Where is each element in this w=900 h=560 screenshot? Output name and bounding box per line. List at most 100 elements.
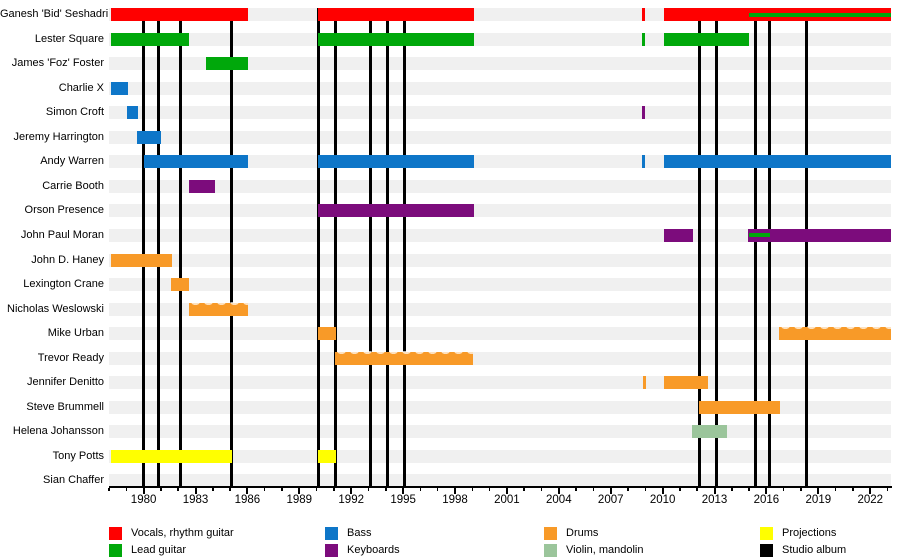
x-axis-minor-tick [160,488,162,491]
member-label: Tony Potts [52,449,104,462]
row-band [109,32,891,46]
x-axis-minor-tick [177,488,179,491]
legend-swatch-bass [325,527,338,540]
member-label: Sian Chaffer [43,474,104,487]
x-axis-minor-tick [333,488,335,491]
timeline-bar-vocals-rhythm-guitar [317,8,475,21]
x-axis-minor-tick [488,488,491,491]
member-label: Simon Croft [45,106,104,119]
timeline-bar-lead-guitar [205,57,249,71]
x-axis-minor-tick [852,488,854,491]
member-label: Ganesh 'Bid' Seshadri [0,8,109,20]
legend-label: Studio album [782,544,847,556]
studio-album-line [178,8,182,486]
timeline-bar-vocals-rhythm-guitar [642,8,646,21]
timeline-bar-bass [143,155,249,169]
member-label: Carrie Booth [42,179,104,192]
member-label: Lexington Crane [23,278,104,291]
studio-album-line [142,8,146,486]
member-label: Andy Warren [40,155,104,168]
legend-label: Vocals, rhythm guitar [131,527,234,539]
x-axis-tick-label: 1989 [286,494,313,506]
row-band [109,253,891,267]
timeline-bar-lead-guitar [664,32,750,46]
studio-album-line [804,8,808,486]
x-axis-tick-label: 2013 [701,494,728,506]
row-band [109,400,891,414]
x-axis-major-tick [505,488,508,494]
member-label: Jennifer Denitto [26,376,104,389]
x-axis-major-tick [454,488,457,494]
row-band [109,130,891,144]
timeline-bar-drums [335,350,474,365]
x-axis-minor-tick [263,488,266,491]
x-axis-minor-tick [886,488,889,491]
row-band [109,376,891,390]
x-axis-minor-tick [575,488,577,491]
x-axis-minor-tick [748,488,750,491]
timeline-bar-vocals-rhythm-guitar [110,8,249,21]
studio-album-line [698,8,702,486]
studio-album-line [386,8,390,486]
member-label: Orson Presence [24,204,104,217]
legend-label: Keyboards [347,544,400,556]
x-axis-minor-tick [212,488,214,491]
legend-label: Bass [347,527,372,539]
member-label: Steve Brummell [26,400,104,413]
timeline-bar-drums [317,327,336,341]
member-label: Lester Square [34,32,104,45]
x-axis-tick-label: 1980 [130,494,157,506]
x-axis-minor-tick [696,488,698,491]
studio-album-line [334,8,338,486]
timeline-bar-drums [188,301,249,316]
legend-swatch-studio-album [760,544,773,557]
timeline-bar-bass [136,130,162,144]
timeline-bar-drums [778,326,892,341]
x-axis-tick-label: 1983 [182,494,209,506]
row-band [109,179,891,193]
x-axis-tick-label: 1992 [338,494,364,506]
x-axis-tick-label: 2016 [753,494,780,506]
x-axis-major-tick [609,488,612,494]
x-axis-tick-label: 2001 [494,494,520,506]
timeline-bar-drums [171,278,190,292]
row-band [109,278,891,292]
x-axis-minor-tick [108,488,110,491]
x-axis-major-tick [713,488,716,494]
timeline-bar-lead-guitar [317,32,475,46]
timeline-bar-keyboards [317,204,475,218]
x-axis-minor-tick [540,488,543,491]
legend-swatch-keyboards [325,544,338,557]
row-band [109,425,891,439]
row-band [109,81,891,95]
legend-label: Drums [566,527,599,539]
legend-label: Lead guitar [131,544,187,556]
timeline-bar-drums [698,400,781,414]
row-band [109,327,891,341]
member-label: Mike Urban [47,327,104,340]
x-axis-major-tick [142,488,145,494]
studio-album-line [230,8,234,486]
legend-swatch-violin-mandolin [544,544,557,557]
timeline-bar-bass [127,106,139,120]
timeline-bar-keyboards [188,179,215,193]
timeline-bar-keyboards [748,228,891,242]
timeline-bar-drums [664,376,708,390]
timeline-bar-drums [110,253,173,267]
x-axis-minor-tick [436,488,439,491]
x-axis-minor-tick [281,488,283,491]
x-axis-major-tick [557,488,560,494]
x-axis-major-tick [246,488,249,494]
x-axis-tick-label: 1995 [390,494,416,506]
row-band [109,351,891,365]
overlay-stripe-lead-guitar [749,12,891,17]
x-axis-line [109,486,892,488]
x-axis-major-tick [194,488,197,494]
x-axis-tick-label: 1986 [234,494,261,506]
x-axis-tick-label: 2004 [546,494,572,506]
x-axis-minor-tick [627,488,629,491]
x-axis-major-tick [661,488,664,494]
legend-label: Violin, mandolin [566,544,644,556]
x-axis-major-tick [350,488,353,494]
x-axis-major-tick [765,488,768,494]
